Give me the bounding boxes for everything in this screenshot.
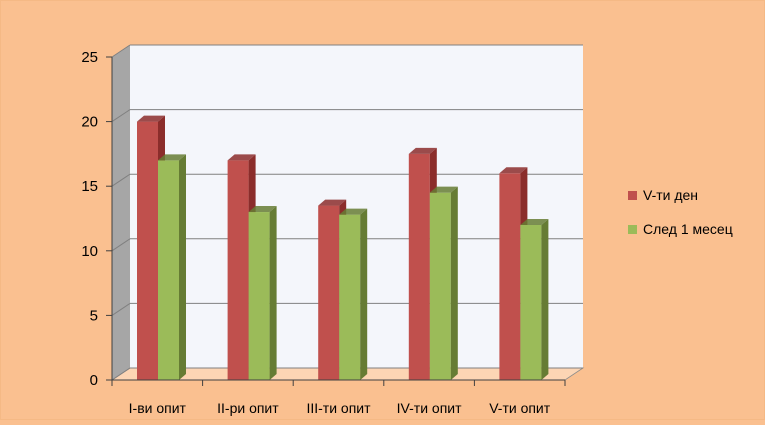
gridline-side [111, 109, 131, 123]
legend-swatch [628, 191, 637, 200]
gridline-side [111, 173, 131, 187]
bar [158, 154, 186, 380]
y-tick-label: 15 [81, 178, 98, 195]
y-tick-label: 20 [81, 114, 98, 131]
x-axis: I-ви опит II-ри опит III-ти опит IV-ти опит… [111, 379, 566, 416]
bar-front [227, 160, 249, 380]
gridline-side [111, 302, 131, 316]
gridline-side [111, 44, 131, 58]
gridline-side [111, 367, 131, 381]
bar-side [179, 154, 186, 380]
x-tick-label: III-ти опит [306, 400, 371, 416]
bar [520, 218, 549, 380]
y-axis: 0 5 10 15 20 25 [81, 49, 113, 389]
y-tick-label: 5 [90, 307, 98, 324]
legend-swatch [628, 225, 637, 234]
bar-front [429, 192, 451, 380]
bar-front [248, 212, 270, 380]
bar-top [499, 167, 528, 174]
bar-top [520, 218, 549, 225]
y-tick-label: 0 [90, 372, 98, 389]
bars [137, 115, 549, 380]
bar-side [450, 186, 458, 380]
bar-front [158, 160, 179, 380]
bar-side [541, 218, 549, 380]
legend: V-ти ден След 1 месец [628, 187, 733, 237]
bar-top [408, 147, 437, 154]
bar-top [339, 208, 368, 215]
bar-top [318, 199, 347, 206]
bar-top [227, 154, 256, 161]
bar [429, 186, 458, 380]
bar [339, 208, 368, 380]
bar [248, 206, 277, 380]
bar-front [137, 121, 158, 380]
x-tick-label: I-ви опит [129, 400, 187, 416]
bar-top [158, 154, 186, 161]
legend-label: След 1 месец [643, 221, 733, 237]
x-tick-label: IV-ти опит [397, 400, 462, 416]
x-tick-label: V-ти опит [489, 400, 551, 416]
bar-front [408, 153, 430, 380]
y-tick-label: 25 [81, 49, 98, 66]
bar-front [339, 214, 361, 380]
bar-side [360, 208, 368, 380]
bar-side [269, 206, 277, 380]
y-tick-label: 10 [81, 243, 98, 260]
bar-front [499, 173, 521, 380]
bar-front [520, 224, 542, 380]
bar-front [318, 205, 340, 380]
gridline-side [111, 238, 131, 252]
bar-top [248, 206, 277, 213]
x-tick-label: II-ри опит [217, 400, 279, 416]
bar-top [137, 115, 165, 122]
legend-label: V-ти ден [643, 187, 698, 203]
side-wall [112, 45, 130, 380]
bar-top [429, 186, 458, 193]
